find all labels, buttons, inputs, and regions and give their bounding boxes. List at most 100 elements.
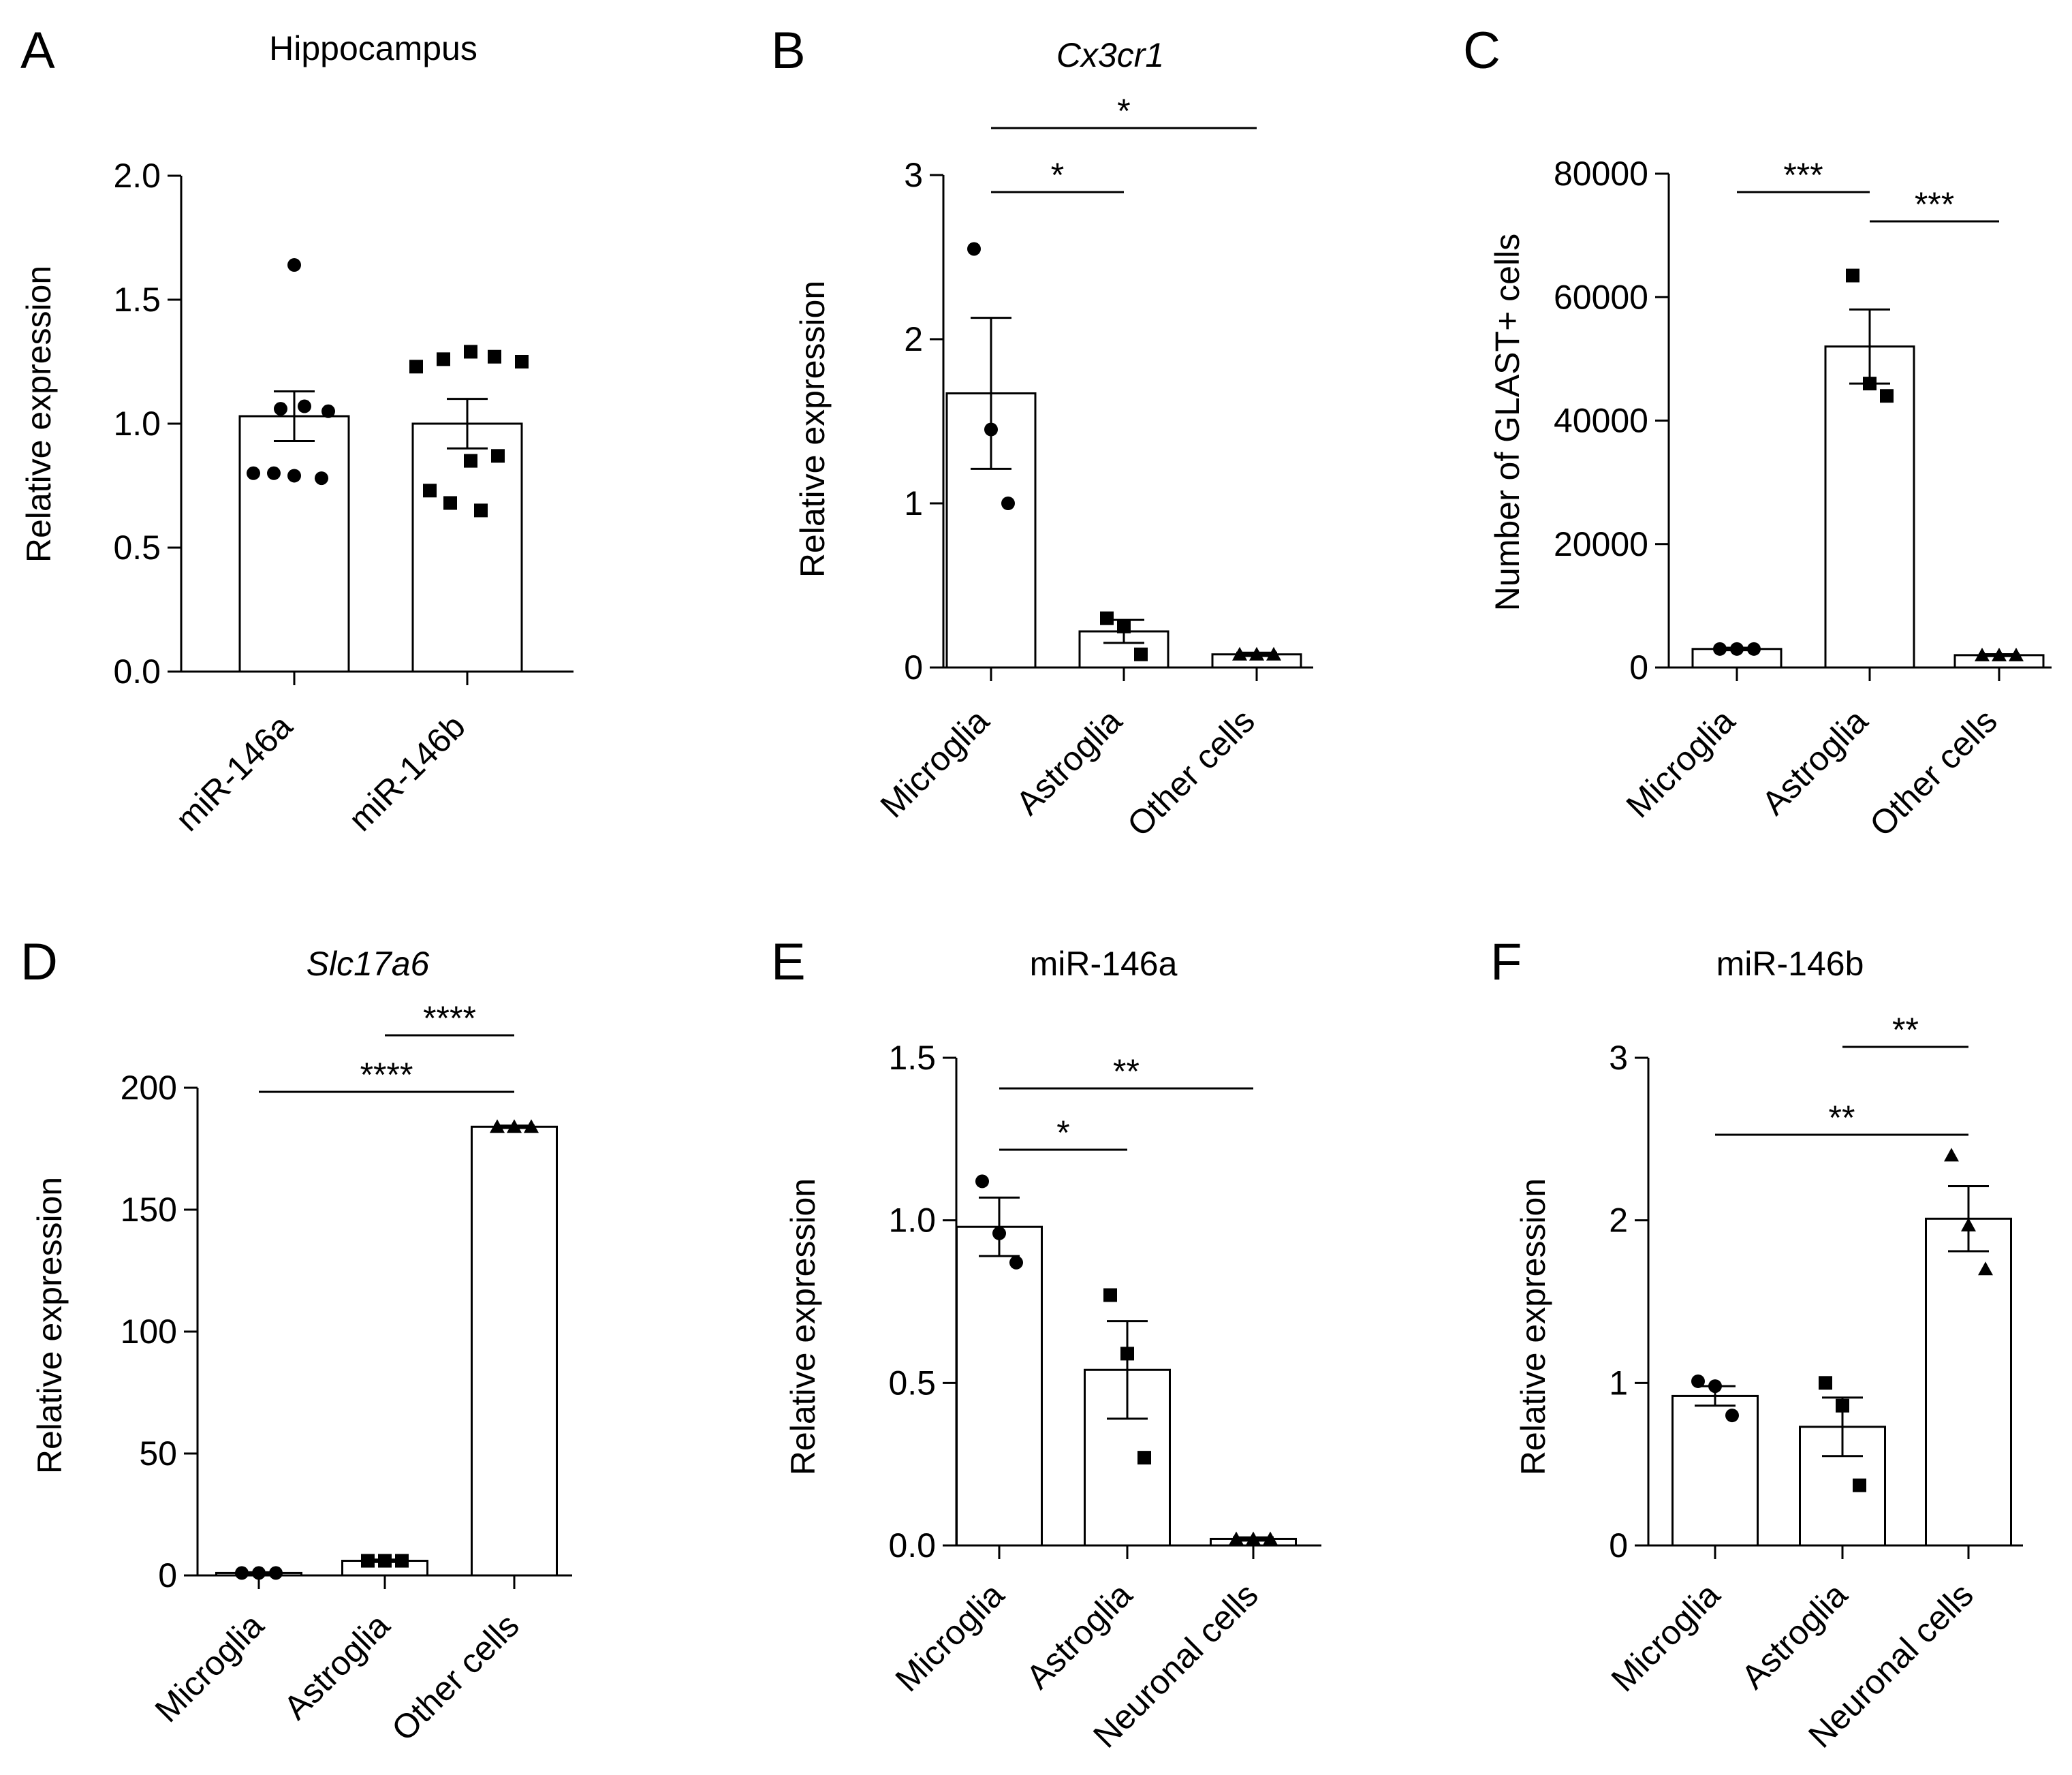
data-point	[474, 503, 488, 518]
y-tick-label: 0	[1609, 1526, 1628, 1565]
chart-title: miR-146b	[1716, 945, 1864, 983]
category-label: Other cells	[384, 1606, 527, 1748]
chart-title: Cx3cr1	[1056, 36, 1164, 74]
y-tick-label: 150	[121, 1191, 177, 1229]
y-tick-label: 3	[1609, 1039, 1628, 1077]
category-label: Microglia	[1619, 702, 1742, 825]
data-point	[1730, 642, 1744, 656]
data-point	[315, 471, 328, 486]
data-point	[1747, 642, 1761, 656]
panel-c: C Number of GLAST+ cells 0 20000 40000 60000 8…	[1463, 22, 2052, 844]
y-tick-label: 0.0	[113, 653, 161, 691]
data-point	[252, 1566, 266, 1580]
category-label: miR-146b	[341, 707, 473, 838]
y-tick-label: 1.0	[888, 1201, 936, 1240]
y-tick-label: 0	[904, 648, 923, 687]
data-point	[1137, 1451, 1151, 1465]
data-point	[1975, 647, 1990, 661]
data-point	[524, 1119, 539, 1133]
y-axis-label: Relative expression	[31, 1177, 69, 1474]
category-label: Other cells	[1862, 702, 2005, 844]
data-point	[1880, 389, 1894, 403]
data-point	[975, 1174, 989, 1189]
data-point	[437, 352, 450, 366]
data-point	[1846, 268, 1859, 283]
y-tick-label: 100	[121, 1313, 177, 1351]
data-point	[235, 1566, 249, 1580]
data-point	[1708, 1379, 1722, 1394]
chart-title: Hippocampus	[269, 29, 477, 67]
category-label: Microglia	[1604, 1575, 1727, 1699]
y-tick-label: 0.0	[888, 1526, 936, 1565]
data-point	[1836, 1398, 1849, 1413]
data-point	[464, 454, 477, 468]
y-tick-label: 80000	[1554, 155, 1648, 193]
data-point	[967, 242, 981, 256]
data-point	[267, 466, 281, 480]
y-tick-label: 0.5	[888, 1364, 936, 1402]
data-point	[1961, 1217, 1976, 1231]
significance-label: ***	[1783, 156, 1823, 194]
significance-label: **	[1113, 1052, 1140, 1090]
data-point	[1249, 646, 1264, 661]
significance-label: *	[1051, 156, 1064, 194]
y-tick-label: 0	[158, 1556, 177, 1595]
data-point	[1263, 1531, 1278, 1545]
y-tick-label: 2	[1609, 1201, 1628, 1240]
data-point	[2009, 647, 2024, 661]
category-label: Microglia	[888, 1575, 1011, 1699]
bar	[1671, 1394, 1759, 1547]
data-point	[1134, 647, 1148, 661]
category-label: miR-146a	[168, 707, 300, 838]
y-axis-label: Relative expression	[20, 266, 58, 563]
y-tick-label: 1	[1609, 1364, 1628, 1402]
data-point	[984, 422, 998, 437]
y-tick-label: 1	[904, 484, 923, 522]
category-label: Astroglia	[1019, 1575, 1140, 1696]
panel-letter: C	[1463, 22, 1501, 80]
data-point	[490, 1119, 505, 1133]
data-point	[1009, 1255, 1023, 1270]
panel-a: A Hippocampus Relative expression 0.0 0.5 1.0…	[20, 22, 574, 838]
data-point	[464, 345, 477, 359]
data-point	[395, 1554, 409, 1568]
category-label: Other cells	[1120, 702, 1262, 844]
data-point	[1100, 611, 1114, 625]
y-tick-label: 1.0	[113, 405, 161, 443]
data-point	[488, 349, 501, 364]
data-point	[287, 258, 301, 272]
data-point	[1944, 1148, 1959, 1162]
data-point	[491, 449, 505, 463]
significance-label: ****	[423, 999, 476, 1037]
panel-b: B Cx3cr1 Relative expression 0 1 2 3 Microglia A…	[771, 22, 1313, 844]
panel-letter: D	[20, 933, 58, 991]
panel-letter: E	[771, 933, 806, 991]
y-tick-label: 20000	[1554, 525, 1648, 563]
data-point	[321, 404, 335, 418]
data-point	[1853, 1478, 1866, 1492]
y-tick-label: 40000	[1554, 402, 1648, 440]
y-tick-label: 50	[139, 1434, 177, 1473]
panel-letter: A	[20, 22, 55, 80]
data-point	[378, 1554, 392, 1568]
y-axis-label: Relative expression	[784, 1178, 822, 1475]
bar	[1925, 1217, 2012, 1547]
data-point	[1713, 642, 1727, 656]
y-axis-label: Relative expression	[794, 281, 832, 578]
data-point	[1725, 1409, 1739, 1423]
significance-label: ****	[360, 1056, 413, 1094]
panel-letter: B	[771, 22, 806, 80]
data-point	[1691, 1374, 1705, 1388]
data-point	[515, 355, 529, 368]
y-tick-label: 3	[904, 156, 923, 194]
data-point	[287, 469, 301, 483]
significance-label: **	[1892, 1011, 1919, 1049]
data-point	[1266, 646, 1281, 661]
y-tick-label: 2	[904, 320, 923, 358]
data-point	[1863, 377, 1877, 391]
data-point	[1819, 1376, 1832, 1390]
data-point	[507, 1119, 522, 1133]
data-point	[247, 466, 260, 480]
